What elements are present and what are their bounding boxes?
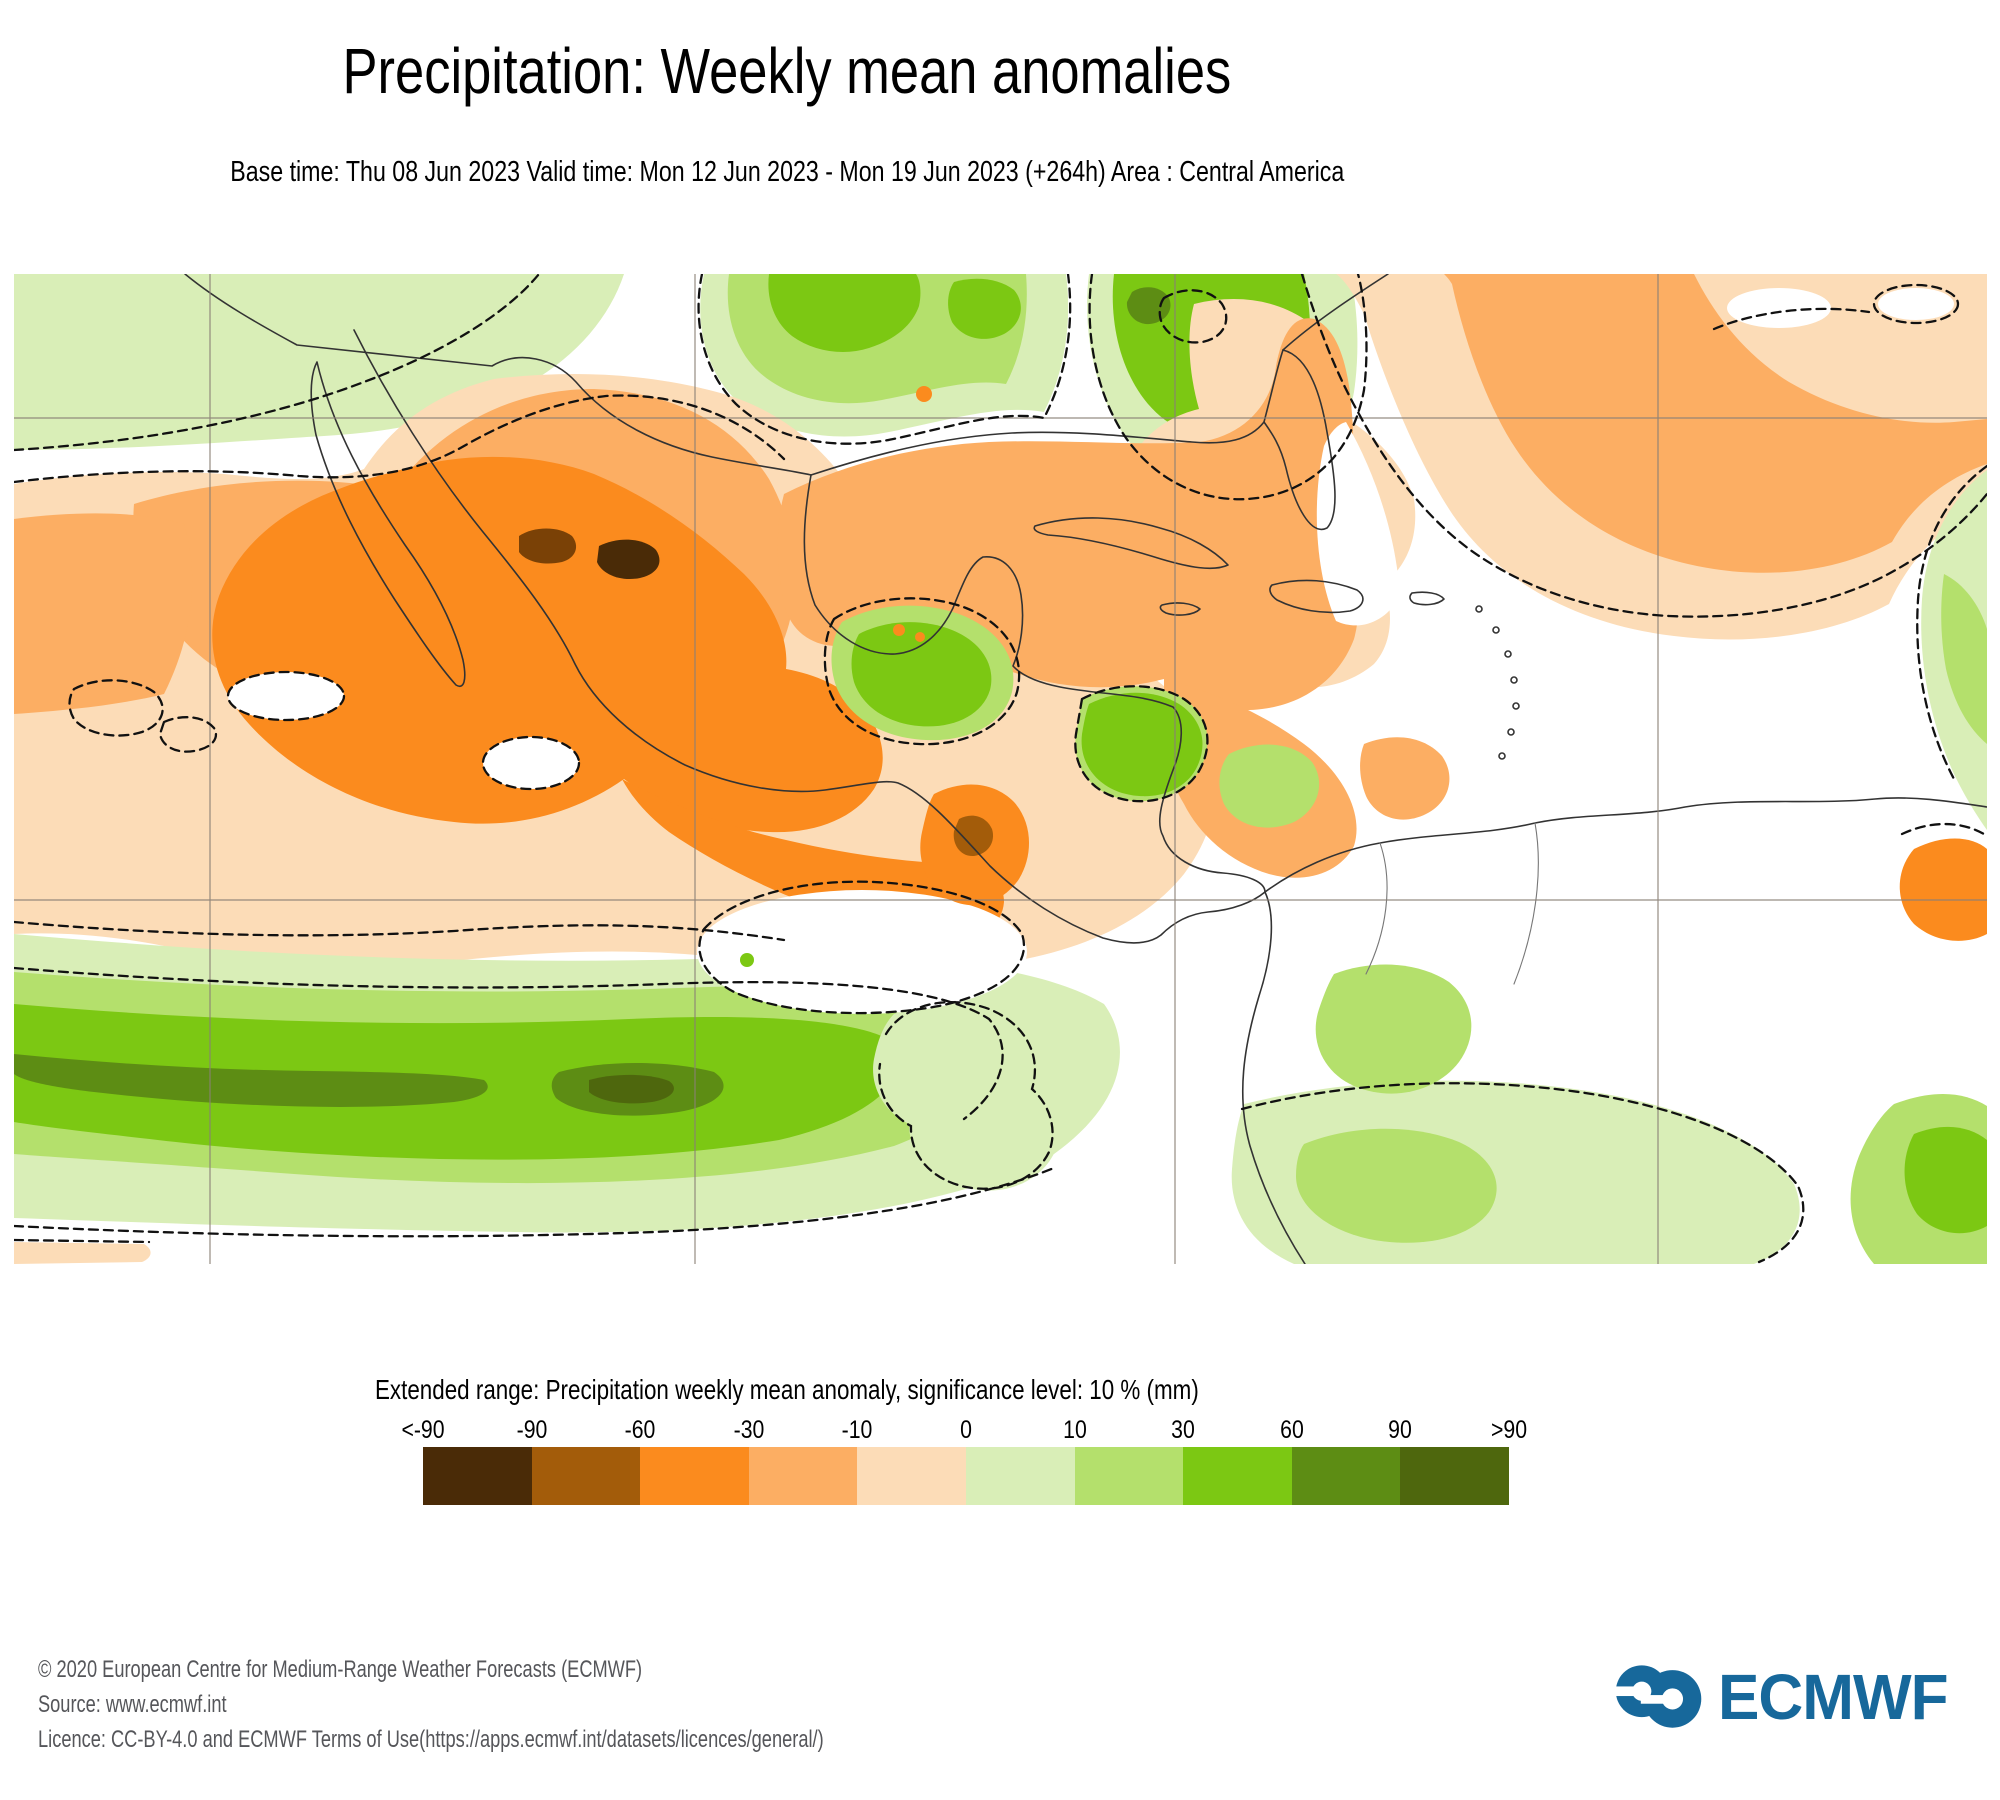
colorbar-tick-label: -10 <box>842 1416 873 1444</box>
colorbar-tick-label: 0 <box>960 1416 972 1444</box>
colorbar-tick-label: -30 <box>733 1416 765 1444</box>
colorbar-cell <box>640 1447 749 1505</box>
colorbar-ticks: <-90 -90 -60 -30 -10 0 10 30 60 90 >90 <box>401 1416 1527 1444</box>
page-title-text: Precipitation: Weekly mean anomalies <box>342 35 1232 107</box>
legend-title: Extended range: Precipitation weekly mea… <box>0 1374 1574 1406</box>
anomaly-map <box>12 272 1989 1265</box>
subtitle: Base time: Thu 08 Jun 2023 Valid time: M… <box>0 156 1574 189</box>
colorbar <box>423 1447 1509 1505</box>
colorbar-cell <box>748 1447 858 1505</box>
significance-contours <box>12 272 1989 1264</box>
footer-licence: Licence: CC-BY-4.0 and ECMWF Terms of Us… <box>38 1726 824 1753</box>
ecmwf-logo-icon <box>1612 1665 1702 1728</box>
subtitle-text: Base time: Thu 08 Jun 2023 Valid time: M… <box>229 156 1345 188</box>
footer-copyright: © 2020 European Centre for Medium-Range … <box>38 1656 643 1683</box>
gridlines <box>14 274 1987 1264</box>
legend-title-text: Extended range: Precipitation weekly mea… <box>375 1374 1199 1405</box>
colorbar-tick-label: 10 <box>1062 1416 1087 1444</box>
colorbar-tick-label: 90 <box>1388 1416 1413 1444</box>
colorbar-tick-label: 60 <box>1279 1416 1304 1444</box>
footer-source: Source: www.ecmwf.int <box>38 1691 227 1718</box>
anomaly-map-svg <box>12 272 1989 1265</box>
colorbar-cell <box>1183 1447 1292 1505</box>
colorbar-cell <box>857 1447 966 1505</box>
ecmwf-logo: ECMWF <box>1612 1656 1955 1738</box>
colorbar-tick-label: <-90 <box>401 1416 445 1444</box>
colorbar-cell <box>1400 1447 1509 1505</box>
colorbar-tick-label: 30 <box>1171 1416 1196 1444</box>
colorbar-tick-label: >90 <box>1490 1416 1528 1444</box>
ecmwf-logo-text: ECMWF <box>1718 1661 1949 1733</box>
footer: © 2020 European Centre for Medium-Range … <box>38 1652 1072 1757</box>
colorbar-cell <box>423 1447 532 1505</box>
colorbar-cell <box>1291 1447 1401 1505</box>
colorbar-cell <box>531 1447 641 1505</box>
coastlines <box>184 273 1988 1265</box>
colorbar-cell <box>1074 1447 1184 1505</box>
colorbar-tick-label: -60 <box>624 1416 656 1444</box>
colorbar-cell <box>965 1447 1075 1505</box>
page-title: Precipitation: Weekly mean anomalies <box>0 34 1574 108</box>
colorbar-tick-label: -90 <box>516 1416 547 1444</box>
